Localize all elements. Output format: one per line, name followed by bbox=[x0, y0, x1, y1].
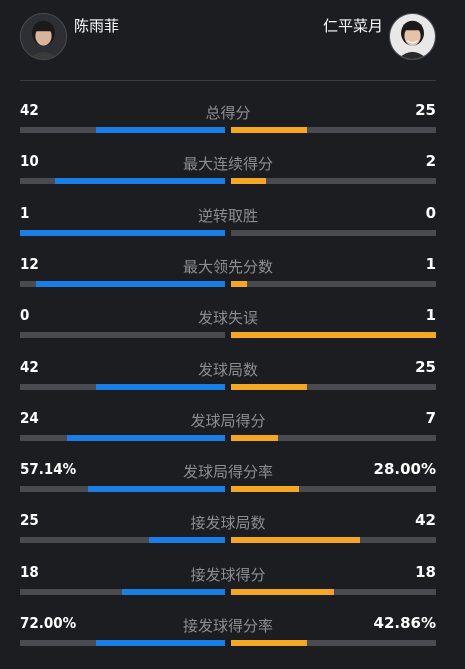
stat-left-bar-track bbox=[20, 230, 225, 236]
stat-right-bar-fill bbox=[231, 332, 436, 338]
stat-left-value: 25 bbox=[20, 511, 39, 529]
stat-label: 发球局得分率 bbox=[182, 463, 273, 481]
player-right-name[interactable]: 仁平菜月 bbox=[322, 17, 383, 35]
stat-left-value: 1 bbox=[20, 204, 30, 222]
stat-right-bar-fill bbox=[231, 127, 307, 133]
stat-right-bar-track bbox=[231, 589, 436, 595]
stat-left-value: 72.00% bbox=[20, 614, 77, 632]
stat-right-bar-fill bbox=[231, 486, 299, 492]
player-right-avatar[interactable] bbox=[389, 13, 436, 60]
stat-left-value: 12 bbox=[20, 255, 39, 273]
stat-row: 42 总得分 25 bbox=[20, 101, 436, 141]
players-header: 陈雨菲 仁平菜月 bbox=[0, 0, 465, 82]
stat-right-bar-fill bbox=[231, 384, 307, 390]
stat-left-bar-track bbox=[20, 640, 225, 646]
stat-right-bar-fill bbox=[231, 640, 307, 646]
stat-left-bar-track bbox=[20, 178, 225, 184]
stat-label: 接发球局数 bbox=[190, 514, 266, 532]
stat-right-value: 7 bbox=[425, 409, 436, 427]
stat-left-bar-fill bbox=[149, 537, 225, 543]
stat-left-value: 57.14% bbox=[20, 460, 77, 478]
stat-row: 72.00% 接发球得分率 42.86% bbox=[20, 614, 436, 654]
stat-label: 发球失误 bbox=[197, 309, 258, 327]
stat-row: 42 发球局数 25 bbox=[20, 358, 436, 398]
stat-left-value: 18 bbox=[20, 563, 39, 581]
stat-right-value: 18 bbox=[415, 563, 436, 581]
stat-right-bar-track bbox=[231, 640, 436, 646]
stat-right-bar-fill bbox=[231, 589, 334, 595]
stat-right-bar-track bbox=[231, 435, 436, 441]
stat-left-bar-fill bbox=[67, 435, 225, 441]
stat-right-value: 1 bbox=[425, 306, 436, 324]
stat-left-bar-track bbox=[20, 589, 225, 595]
stat-right-bar-track bbox=[231, 486, 436, 492]
stat-right-bar-track bbox=[231, 281, 436, 287]
stat-left-bar-track bbox=[20, 486, 225, 492]
stat-label: 逆转取胜 bbox=[197, 207, 258, 225]
stat-left-bar-fill bbox=[36, 281, 225, 287]
stat-left-bar-fill bbox=[96, 127, 225, 133]
stat-right-bar-fill bbox=[231, 178, 266, 184]
stat-right-value: 2 bbox=[425, 152, 436, 170]
stat-row: 0 发球失误 1 bbox=[20, 306, 436, 346]
stat-label: 发球局数 bbox=[197, 361, 258, 379]
stat-left-bar-fill bbox=[96, 640, 225, 646]
stat-left-bar-track bbox=[20, 384, 225, 390]
header-divider bbox=[20, 80, 436, 81]
stat-left-value: 42 bbox=[20, 358, 39, 376]
stat-right-value: 0 bbox=[425, 204, 436, 222]
stat-left-bar-fill bbox=[20, 230, 225, 236]
stat-left-bar-track bbox=[20, 537, 225, 543]
stat-left-value: 10 bbox=[20, 152, 39, 170]
stat-label: 接发球得分率 bbox=[182, 617, 273, 635]
player-left-avatar[interactable] bbox=[20, 13, 67, 60]
stat-row: 24 发球局得分 7 bbox=[20, 409, 436, 449]
stat-right-value: 25 bbox=[415, 358, 436, 376]
stat-right-bar-fill bbox=[231, 281, 247, 287]
stat-right-bar-track bbox=[231, 178, 436, 184]
stat-left-bar-fill bbox=[122, 589, 225, 595]
stat-label: 最大领先分数 bbox=[182, 258, 273, 276]
stat-left-bar-fill bbox=[88, 486, 225, 492]
stat-left-bar-track bbox=[20, 127, 225, 133]
stat-right-value: 42 bbox=[415, 511, 436, 529]
stat-left-bar-fill bbox=[96, 384, 225, 390]
stat-right-bar-track bbox=[231, 230, 436, 236]
stat-right-value: 28.00% bbox=[373, 460, 436, 478]
stat-right-value: 25 bbox=[415, 101, 436, 119]
stat-label: 最大连续得分 bbox=[182, 155, 273, 173]
stat-right-bar-track bbox=[231, 127, 436, 133]
stat-label: 总得分 bbox=[205, 104, 251, 122]
stat-row: 1 逆转取胜 0 bbox=[20, 204, 436, 244]
stat-right-bar-track bbox=[231, 384, 436, 390]
stat-row: 10 最大连续得分 2 bbox=[20, 152, 436, 192]
stat-right-bar-track bbox=[231, 332, 436, 338]
stat-left-bar-track bbox=[20, 332, 225, 338]
stat-row: 57.14% 发球局得分率 28.00% bbox=[20, 460, 436, 500]
stat-left-value: 42 bbox=[20, 101, 39, 119]
stat-right-value: 1 bbox=[425, 255, 436, 273]
stat-right-bar-fill bbox=[231, 435, 278, 441]
stat-left-bar-track bbox=[20, 281, 225, 287]
player-left-name[interactable]: 陈雨菲 bbox=[74, 17, 120, 35]
stat-row: 25 接发球局数 42 bbox=[20, 511, 436, 551]
stat-right-value: 42.86% bbox=[373, 614, 436, 632]
stat-right-bar-fill bbox=[231, 537, 360, 543]
stat-left-value: 24 bbox=[20, 409, 39, 427]
stat-left-value: 0 bbox=[20, 306, 30, 324]
stat-left-bar-fill bbox=[55, 178, 225, 184]
stat-row: 12 最大领先分数 1 bbox=[20, 255, 436, 295]
stat-right-bar-track bbox=[231, 537, 436, 543]
stat-left-bar-track bbox=[20, 435, 225, 441]
stat-label: 发球局得分 bbox=[190, 412, 266, 430]
stat-row: 18 接发球得分 18 bbox=[20, 563, 436, 603]
stat-label: 接发球得分 bbox=[190, 566, 266, 584]
